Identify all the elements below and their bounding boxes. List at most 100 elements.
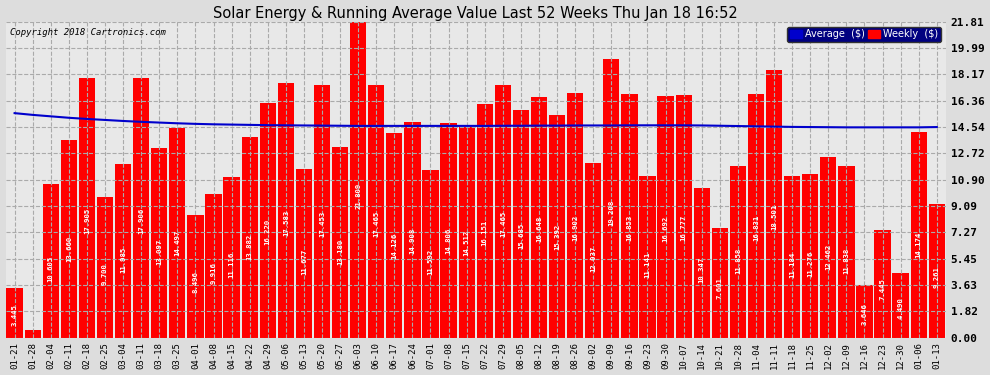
Text: 16.692: 16.692 xyxy=(662,216,668,242)
Text: 16.831: 16.831 xyxy=(753,215,759,241)
Text: 14.512: 14.512 xyxy=(463,230,469,256)
Bar xyxy=(567,93,583,338)
Bar xyxy=(314,85,330,338)
Text: 3.646: 3.646 xyxy=(861,303,867,325)
Text: 13.180: 13.180 xyxy=(337,238,344,265)
Text: 15.685: 15.685 xyxy=(518,222,524,249)
Bar xyxy=(205,194,222,338)
Bar xyxy=(694,188,710,338)
Text: 3.445: 3.445 xyxy=(12,304,18,326)
Text: 8.496: 8.496 xyxy=(192,272,198,293)
Bar xyxy=(622,93,638,338)
Text: 17.906: 17.906 xyxy=(139,208,145,234)
Bar xyxy=(911,132,927,338)
Text: 11.116: 11.116 xyxy=(229,252,235,278)
Bar xyxy=(242,136,257,338)
Text: 9.261: 9.261 xyxy=(934,266,940,288)
Bar xyxy=(766,70,782,338)
Text: 17.905: 17.905 xyxy=(84,208,90,234)
Bar xyxy=(802,174,819,338)
Bar xyxy=(856,285,872,338)
Text: 7.445: 7.445 xyxy=(879,278,885,300)
Bar xyxy=(97,197,113,338)
Bar xyxy=(25,330,41,338)
Bar xyxy=(657,96,674,338)
Text: 13.097: 13.097 xyxy=(156,239,162,266)
Text: 16.648: 16.648 xyxy=(536,216,542,242)
Text: 11.838: 11.838 xyxy=(843,248,849,274)
Text: 19.208: 19.208 xyxy=(608,200,615,226)
Bar xyxy=(259,103,276,338)
Bar xyxy=(603,59,620,338)
Text: 11.858: 11.858 xyxy=(735,247,741,273)
Bar xyxy=(531,96,547,338)
Bar xyxy=(640,176,655,338)
Text: 11.276: 11.276 xyxy=(807,251,813,278)
Text: 11.677: 11.677 xyxy=(301,249,307,275)
Text: 7.601: 7.601 xyxy=(717,277,723,299)
Text: 11.592: 11.592 xyxy=(428,249,434,275)
Text: 9.916: 9.916 xyxy=(211,262,217,284)
Text: 16.151: 16.151 xyxy=(482,219,488,246)
Text: 16.220: 16.220 xyxy=(264,219,270,245)
Text: 21.809: 21.809 xyxy=(355,182,361,209)
Bar xyxy=(513,111,529,338)
Text: 12.037: 12.037 xyxy=(590,246,596,272)
Bar xyxy=(458,128,475,338)
Text: 14.497: 14.497 xyxy=(174,230,180,256)
Bar xyxy=(747,94,764,338)
Bar xyxy=(404,122,421,338)
Bar xyxy=(548,115,565,338)
Bar xyxy=(476,104,493,338)
Text: 17.465: 17.465 xyxy=(500,211,506,237)
Title: Solar Energy & Running Average Value Last 52 Weeks Thu Jan 18 16:52: Solar Energy & Running Average Value Las… xyxy=(213,6,739,21)
Bar xyxy=(350,22,366,338)
Bar xyxy=(296,168,312,338)
Text: 12.462: 12.462 xyxy=(826,243,832,270)
Bar xyxy=(675,94,692,338)
Text: 10.605: 10.605 xyxy=(48,255,53,282)
Bar xyxy=(784,176,800,338)
Bar xyxy=(43,184,58,338)
Text: 4.490: 4.490 xyxy=(898,297,904,320)
Bar xyxy=(169,128,185,338)
Bar xyxy=(441,123,456,338)
Bar xyxy=(79,78,95,338)
Bar xyxy=(423,170,439,338)
Legend: Average  ($), Weekly  ($): Average ($), Weekly ($) xyxy=(787,27,940,42)
Bar xyxy=(7,288,23,338)
Bar xyxy=(332,147,348,338)
Bar xyxy=(495,85,511,338)
Bar xyxy=(929,204,944,338)
Text: Copyright 2018 Cartronics.com: Copyright 2018 Cartronics.com xyxy=(10,28,166,37)
Text: 13.660: 13.660 xyxy=(66,236,72,262)
Bar xyxy=(368,85,384,338)
Text: 14.908: 14.908 xyxy=(410,227,416,254)
Text: 16.902: 16.902 xyxy=(572,214,578,241)
Bar xyxy=(874,230,891,338)
Bar xyxy=(133,78,149,338)
Bar xyxy=(820,157,837,338)
Bar xyxy=(585,164,601,338)
Bar xyxy=(893,273,909,338)
Bar xyxy=(60,140,77,338)
Text: 14.174: 14.174 xyxy=(916,232,922,258)
Text: 9.700: 9.700 xyxy=(102,264,108,285)
Bar xyxy=(187,214,204,338)
Text: 11.141: 11.141 xyxy=(644,252,650,278)
Bar xyxy=(115,164,132,338)
Bar xyxy=(224,177,240,338)
Bar xyxy=(839,166,854,338)
Bar xyxy=(386,133,403,338)
Text: 17.583: 17.583 xyxy=(283,210,289,236)
Text: 11.985: 11.985 xyxy=(120,246,126,273)
Bar xyxy=(277,83,294,338)
Text: 15.392: 15.392 xyxy=(554,224,560,251)
Text: 14.126: 14.126 xyxy=(391,232,397,259)
Text: 17.465: 17.465 xyxy=(373,211,379,237)
Text: 13.882: 13.882 xyxy=(247,234,252,260)
Bar xyxy=(730,166,746,338)
Bar xyxy=(712,228,728,338)
Text: 16.853: 16.853 xyxy=(627,215,633,241)
Text: 17.453: 17.453 xyxy=(319,211,325,237)
